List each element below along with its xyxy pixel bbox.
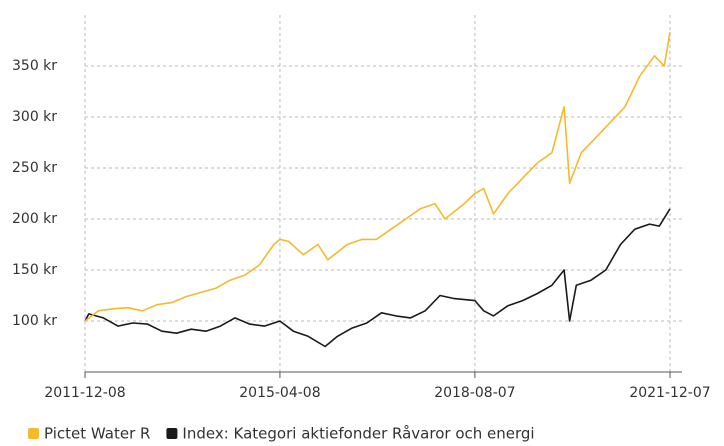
x-tick-label: 2015-04-08	[239, 385, 320, 401]
legend-swatch	[28, 428, 39, 439]
x-tick-label: 2018-08-07	[434, 385, 515, 401]
line	[84, 208, 671, 348]
legend-swatch	[166, 428, 178, 439]
x-tick-label: 2021-12-07	[629, 385, 710, 401]
legend-label: Pictet Water R	[44, 425, 150, 443]
y-tick-label: 200 kr	[12, 211, 57, 227]
line	[84, 32, 671, 322]
legend-label: Index: Kategori aktiefonder Råvaror och …	[182, 425, 534, 443]
y-tick-label: 350 kr	[12, 58, 57, 74]
y-tick-label: 150 kr	[12, 262, 57, 278]
y-tick-label: 300 kr	[12, 109, 57, 125]
x-tick-label: 2011-12-08	[44, 385, 125, 401]
y-tick-label: 250 kr	[12, 160, 57, 176]
y-tick-label: 100 kr	[12, 313, 57, 329]
